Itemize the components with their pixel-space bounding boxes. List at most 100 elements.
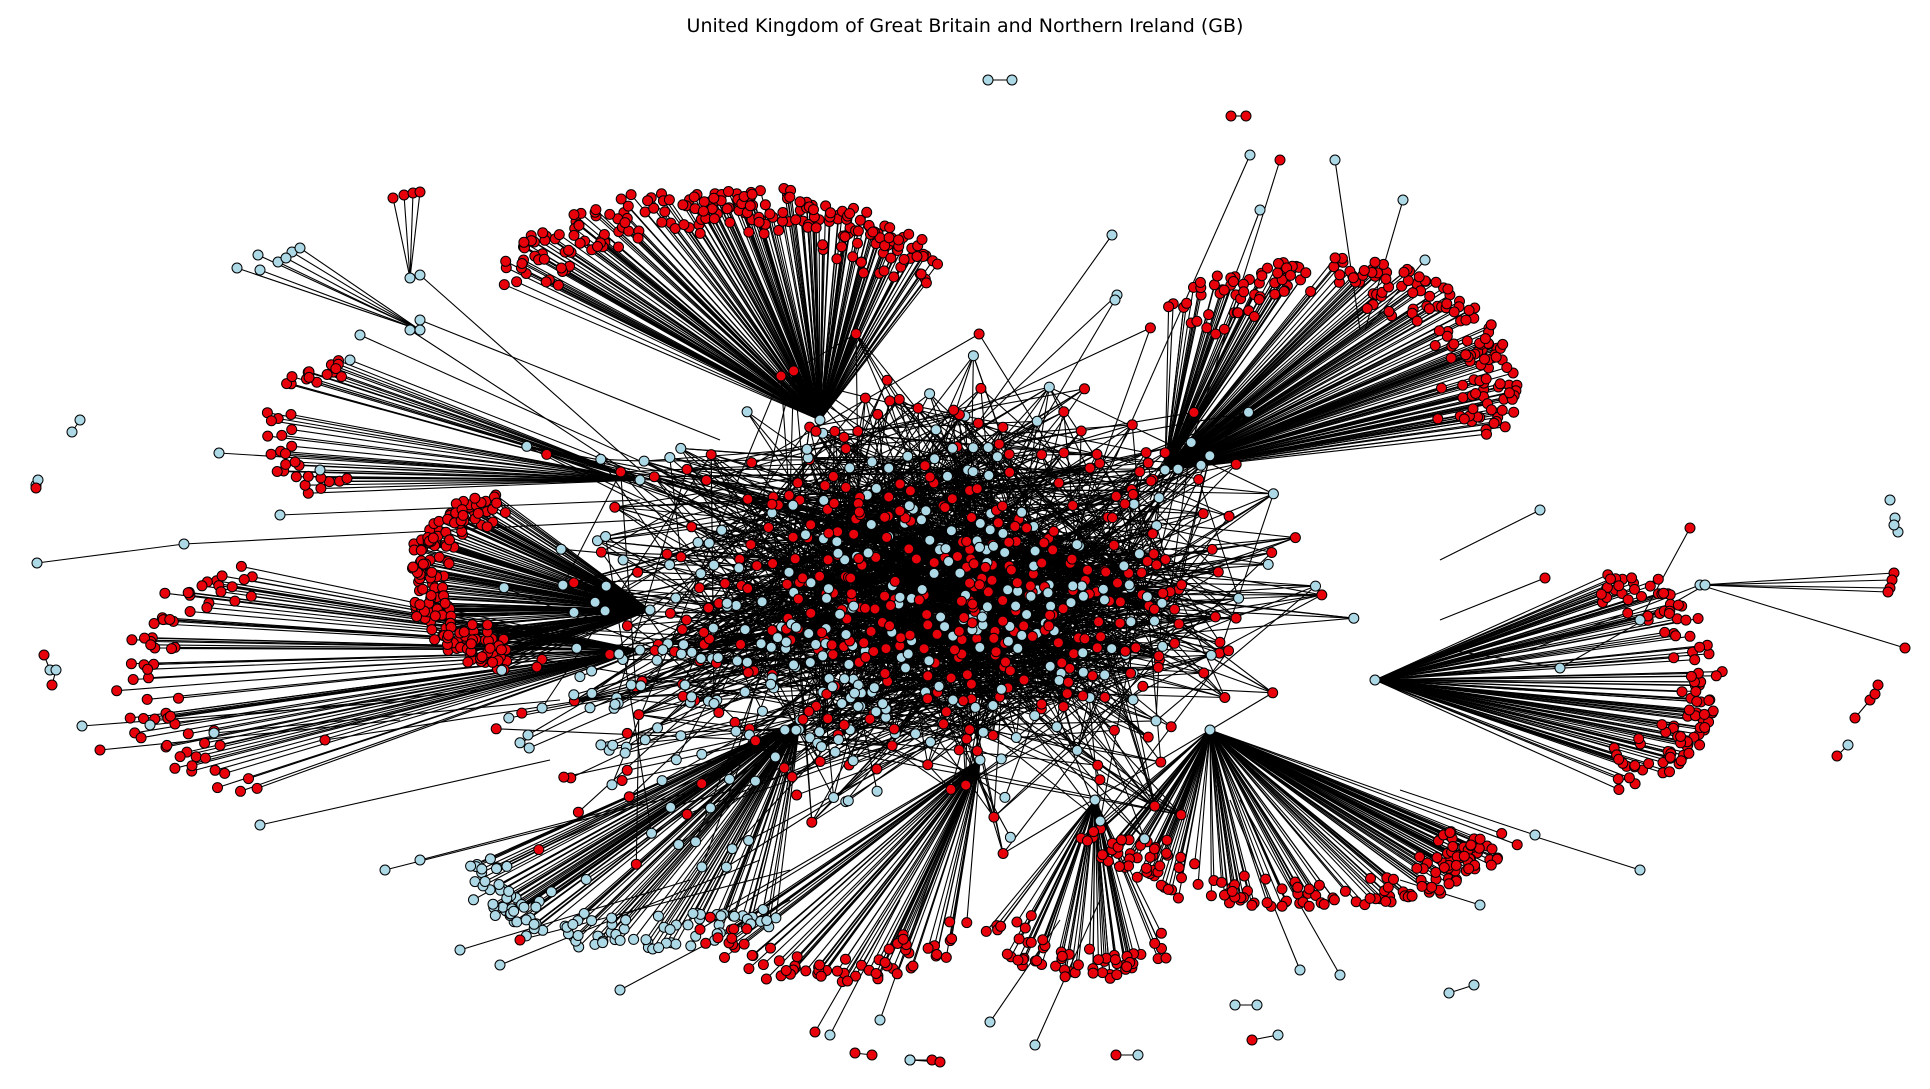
graph-node-lightblue [1071,539,1083,551]
graph-node-red [209,764,221,776]
graph-node-lightblue [476,863,488,875]
graph-node-lightblue [536,702,548,714]
graph-node-red [630,858,642,870]
graph-node-red [797,572,809,584]
graph-edge [644,424,1133,462]
graph-edge [1163,596,1354,619]
graph-node-red [214,739,226,751]
graph-node-red [235,785,246,797]
graph-node-red [1485,859,1497,871]
graph-node-red [955,595,967,607]
graph-node-lightblue [1065,597,1077,609]
graph-node-red [961,917,973,929]
graph-node-red [766,498,778,510]
graph-edge [562,584,1002,760]
graph-node-red [838,431,850,443]
graph-node-red [992,517,1004,529]
graph-edge [1132,494,1226,698]
graph-edge [930,625,1050,743]
graph-node-lightblue [664,924,676,935]
graph-node-red [760,973,772,985]
graph-node-red [1668,652,1680,664]
graph-node-red [1109,954,1121,966]
graph-node-red [678,219,690,231]
graph-node-red [832,526,844,538]
graph-node-red [773,955,785,967]
graph-edge [1229,799,1301,971]
graph-edge [978,422,1042,456]
graph-edge [530,235,821,421]
graph-node-red [948,404,960,416]
graph-edge [1164,275,1291,471]
graph-node-red [199,737,211,749]
graph-edge [1019,299,1116,461]
graph-node-lightblue [646,827,657,839]
graph-node-red [946,933,958,945]
graph-node-red [245,590,257,602]
graph-node-red [940,951,952,963]
graph-node-lightblue [844,462,856,474]
graph-node-lightblue [557,579,569,591]
graph-node-red [713,707,725,718]
graph-node-lightblue [479,876,491,887]
graph-edge [133,649,641,681]
graph-edge [811,622,1121,823]
graph-edge [805,759,981,972]
graph-node-lightblue [939,621,951,633]
graph-node-lightblue [1133,548,1145,560]
graph-edge [320,479,641,489]
graph-node-red [1269,288,1281,300]
graph-node-red [472,507,484,519]
graph-node-red [573,219,585,231]
graph-node-lightblue [804,732,816,744]
graph-node-red [604,208,616,220]
graph-node-red [165,710,176,722]
graph-node-red [815,970,827,982]
graph-node-red [262,430,274,442]
graph-edge [1209,729,1481,840]
graph-edge [359,334,661,471]
graph-node-red [823,527,835,539]
graph-edge [1209,729,1310,890]
graph-node-lightblue [657,644,669,656]
graph-node-lightblue [817,650,829,662]
graph-node-red [229,595,241,607]
graph-edge [611,719,801,925]
graph-node-red [758,228,770,240]
graph-node-red [1292,881,1304,893]
figure-title: United Kingdom of Great Britain and Nort… [686,15,1244,37]
graph-node-lightblue [567,918,579,930]
graph-node-red [531,661,543,673]
graph-node-red [889,575,901,587]
graph-node-red [1432,413,1444,425]
graph-edge [506,267,821,421]
graph-edge [1115,496,1148,597]
graph-node-red [741,923,753,935]
graph-edge [799,201,821,421]
graph-node-red [885,252,897,264]
graph-node-red [1192,878,1204,890]
graph-edge [820,722,943,763]
graph-node-red [960,779,972,791]
graph-edge [683,224,821,421]
graph-edge [1439,577,1546,621]
graph-edge [644,211,821,421]
graph-node-lightblue [947,442,958,454]
graph-node-red [814,959,825,971]
graph-edge [1209,729,1242,898]
graph-node-red [1694,739,1706,751]
graph-node-lightblue [843,658,855,670]
graph-node-lightblue [489,910,501,921]
graph-node-lightblue [468,894,479,906]
graph-edge [863,537,888,643]
graph-node-red [1075,425,1087,437]
graph-node-lightblue [501,860,513,872]
graph-node-lightblue [877,698,889,710]
graph-edge [819,259,905,421]
graph-node-lightblue [1044,660,1056,672]
graph-node-red [884,222,896,234]
graph-node-red [555,262,567,274]
graph-node-lightblue [840,629,852,640]
graph-node-lightblue [1204,450,1216,462]
graph-node-red [1003,536,1015,548]
